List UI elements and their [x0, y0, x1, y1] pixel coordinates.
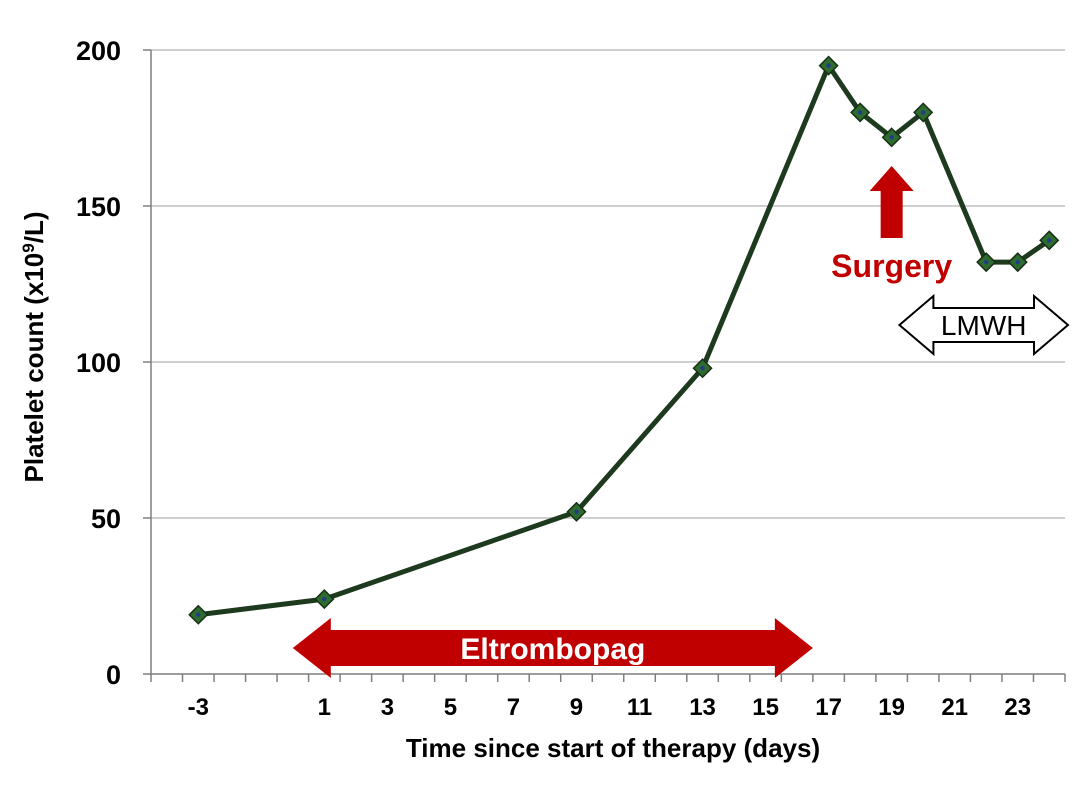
- y-axis-title-prefix: Platelet count (x10: [19, 253, 49, 483]
- x-tick-label: 23: [1004, 694, 1031, 721]
- y-axis-title: Platelet count (x109/L): [19, 212, 50, 483]
- x-tick-label: 11: [627, 694, 652, 721]
- surgery-arrow: [869, 166, 914, 238]
- eltrombopag-label: Eltrombopag: [460, 633, 645, 666]
- data-point-center: [984, 259, 989, 265]
- annotations: Eltrombopag Surgery LMWH: [292, 166, 1070, 678]
- x-tick-label: 7: [507, 694, 520, 721]
- data-point-center: [889, 135, 894, 140]
- y-axis-title-suffix: /L): [19, 212, 49, 244]
- y-tick-label: 100: [76, 348, 121, 378]
- x-tick-label: 15: [752, 694, 779, 721]
- data-point-center: [322, 596, 327, 602]
- data-point-center: [196, 612, 201, 617]
- gridlines: [151, 49, 1065, 519]
- x-axis-title: Time since start of therapy (days): [406, 733, 820, 763]
- data-point-center: [920, 110, 926, 115]
- data-point-center: [857, 110, 863, 115]
- y-tick-label: 50: [91, 504, 121, 534]
- data-point-center: [1047, 238, 1052, 243]
- surgery-label: Surgery: [831, 248, 952, 284]
- y-tick-label: 0: [106, 660, 121, 690]
- x-tick-label: 5: [444, 694, 457, 721]
- data-point-center: [1015, 259, 1020, 265]
- y-tick-label: 150: [76, 192, 121, 222]
- y-tick-label: 200: [76, 36, 121, 66]
- lmwh-label: LMWH: [941, 310, 1027, 341]
- series-group: [188, 55, 1060, 625]
- x-tick-label: 21: [941, 694, 968, 721]
- y-axis-title-superscript: 9: [19, 243, 38, 252]
- lmwh-arrow: [897, 293, 1070, 357]
- x-tick-label: 9: [570, 694, 583, 721]
- x-tick-label: -3: [188, 694, 209, 721]
- data-point-center: [574, 509, 579, 514]
- x-tick-label: 1: [318, 694, 331, 721]
- data-point-center: [826, 63, 831, 68]
- x-tick-label: 3: [381, 694, 394, 721]
- x-tick-label: 17: [815, 694, 842, 721]
- eltrombopag-arrow: [292, 618, 813, 678]
- x-tick-label: 13: [689, 694, 716, 721]
- data-point-center: [700, 366, 705, 371]
- x-tick-label: 19: [878, 694, 905, 721]
